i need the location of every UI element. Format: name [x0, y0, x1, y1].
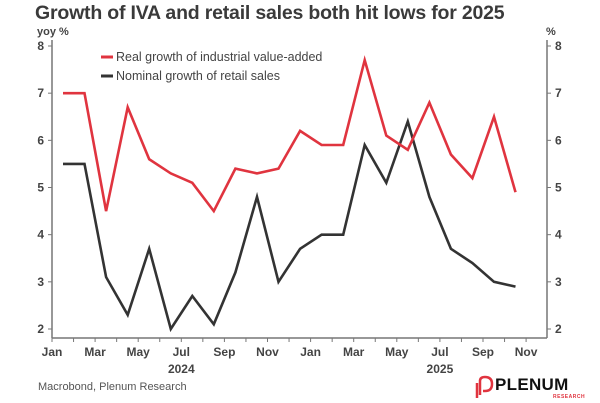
- left-axis-label: yoy %: [37, 26, 69, 38]
- right-tick-label: 3: [555, 275, 562, 289]
- x-tick-label: Sep: [213, 345, 235, 359]
- logo-text: PLENUM: [495, 375, 569, 394]
- chart-title: Growth of IVA and retail sales both hit …: [35, 2, 505, 24]
- left-tick-label: 6: [37, 133, 44, 147]
- right-tick-label: 6: [555, 133, 562, 147]
- left-tick-label: 2: [37, 322, 44, 336]
- left-tick-label: 3: [37, 275, 44, 289]
- x-tick-label: Sep: [472, 345, 494, 359]
- x-tick-label: Jul: [431, 345, 448, 359]
- x-tick-label: Mar: [84, 345, 106, 359]
- x-tick-label: Jul: [173, 345, 190, 359]
- right-tick-label: 4: [555, 228, 562, 242]
- x-tick-label: Nov: [256, 345, 279, 359]
- left-tick-label: 7: [37, 86, 44, 100]
- right-tick-label: 8: [555, 39, 562, 53]
- plenum-logo-icon: [475, 375, 494, 398]
- x-tick-label: Nov: [515, 345, 538, 359]
- right-tick-label: 7: [555, 86, 562, 100]
- x-tick-label: May: [127, 345, 151, 359]
- left-tick-label: 4: [37, 228, 44, 242]
- source-note: Macrobond, Plenum Research: [38, 381, 187, 393]
- legend-label: Nominal growth of retail sales: [116, 69, 280, 83]
- x-tick-label: Jan: [42, 345, 63, 359]
- year-label: 2025: [427, 362, 454, 376]
- logo-subtext: RESEARCH: [553, 394, 586, 400]
- right-axis-label: %: [546, 26, 556, 38]
- year-label: 2024: [168, 362, 195, 376]
- right-tick-label: 5: [555, 181, 562, 195]
- series-line-industrial-value-added: [63, 55, 517, 214]
- left-tick-label: 5: [37, 181, 44, 195]
- series-line-retail-sales: [63, 117, 516, 333]
- right-tick-label: 2: [555, 322, 562, 336]
- x-tick-label: May: [385, 345, 409, 359]
- plenum-logo: PLENUM RESEARCH: [475, 375, 595, 401]
- left-tick-label: 8: [37, 39, 44, 53]
- x-tick-label: Mar: [343, 345, 365, 359]
- x-tick-label: Jan: [300, 345, 321, 359]
- legend-label: Real growth of industrial value-added: [116, 50, 322, 64]
